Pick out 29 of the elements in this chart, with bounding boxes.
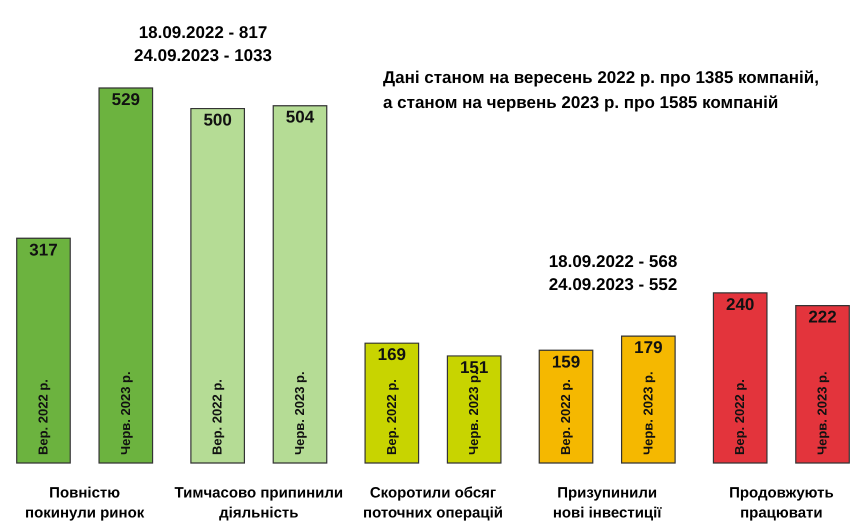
data-label: 159: [552, 352, 580, 372]
text: 18.09.2022 - 817: [138, 23, 268, 42]
data-label: 240: [726, 294, 754, 314]
text: Вер. 2022 р.: [558, 379, 574, 455]
x-tick-label: Призупинили нові інвестиції: [552, 484, 662, 522]
data-label: 500: [203, 110, 232, 130]
text: Вер. 2022 р.: [732, 379, 748, 455]
x-tick-label: Повністю покинули ринок: [25, 484, 145, 522]
data-label: 317: [29, 240, 58, 260]
text: Черв. 2023 р.: [640, 371, 656, 455]
text: Черв. 2023 р.: [292, 371, 307, 455]
series-label: Черв. 2023 р.: [118, 371, 133, 455]
text: Вер. 2022 р.: [210, 379, 225, 455]
text: Дані станом на вересень 2022 р. про 1385 компаній,: [383, 68, 819, 87]
x-tick-label: Продовжують працювати: [729, 484, 834, 522]
data-label: 222: [808, 308, 837, 327]
x-tick-label: Скоротили обсяг поточних операцій: [363, 484, 503, 522]
annotation: а станом на червень 2023 р. про 1585 компаній: [383, 93, 778, 112]
text: Черв. 2023 р.: [814, 371, 830, 455]
data-label: 504: [286, 108, 315, 127]
annotation: 24.09.2023 - 552: [548, 275, 678, 294]
x-tick-label: Тимчасово припинили діяльність: [174, 484, 344, 522]
text: Вер. 2022 р.: [384, 379, 399, 455]
series-label: Вер. 2022 р.: [35, 379, 50, 455]
annotation: 18.09.2022 - 568: [548, 252, 678, 271]
text: 24.09.2023 - 1033: [134, 46, 272, 65]
data-label: 179: [634, 338, 663, 358]
data-label: 169: [378, 345, 406, 364]
data-label: 529: [112, 90, 140, 109]
